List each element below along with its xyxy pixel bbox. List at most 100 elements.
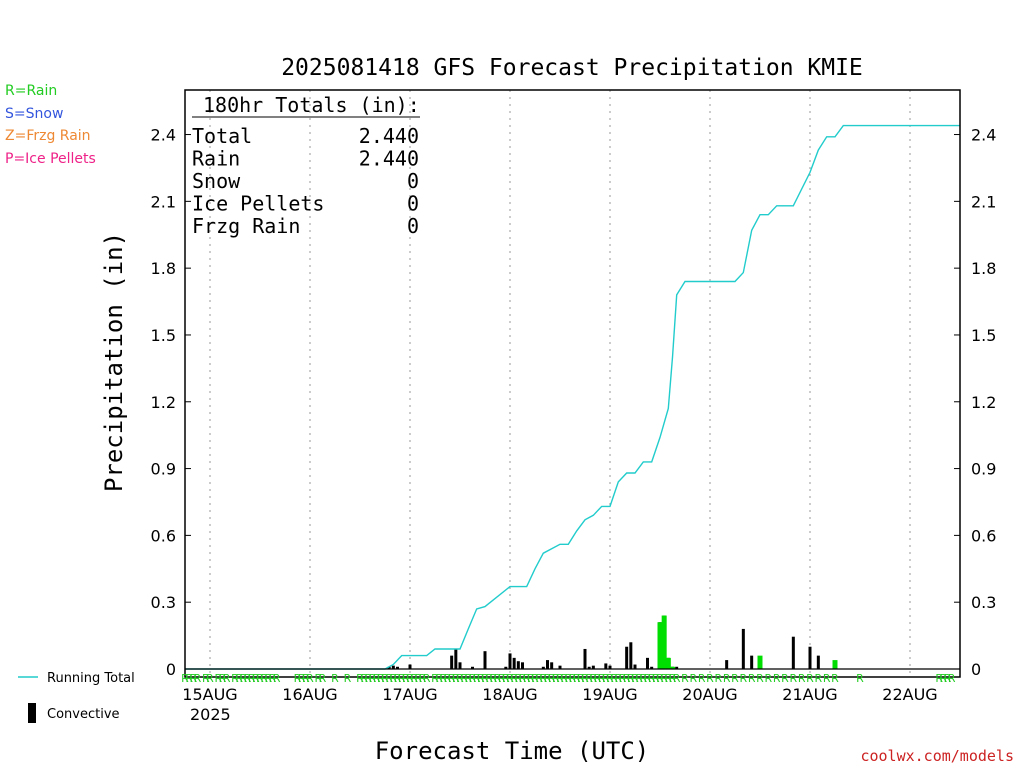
type-marker: R	[402, 672, 410, 685]
type-marker: R	[544, 672, 552, 685]
type-marker: R	[623, 672, 631, 685]
totals-label: Frzg Rain	[192, 214, 300, 238]
convective-bar	[816, 655, 820, 669]
type-marker: R	[535, 672, 543, 685]
x-tick-label-4: 19AUG	[582, 685, 637, 704]
convective-bar	[604, 663, 608, 669]
type-marker: R	[560, 672, 568, 685]
type-marker: R	[656, 672, 664, 685]
type-marker: R	[298, 672, 306, 685]
convective-bar	[512, 657, 516, 669]
type-marker: R	[265, 672, 273, 685]
type-marker: R	[523, 672, 531, 685]
type-marker: R	[773, 672, 781, 685]
type-marker: R	[690, 672, 698, 685]
convective-bar	[675, 666, 679, 669]
type-marker: R	[581, 672, 589, 685]
totals-label: Rain	[192, 147, 240, 171]
x-tick-label-3: 18AUG	[482, 685, 537, 704]
type-marker: R	[648, 672, 656, 685]
type-marker: R	[652, 672, 660, 685]
type-marker: R	[373, 672, 381, 685]
type-marker: R	[473, 672, 481, 685]
type-marker: R	[615, 672, 623, 685]
y-tick-label-left-1: 0.3	[151, 593, 176, 612]
convective-bar	[508, 653, 512, 669]
type-marker: R	[798, 672, 806, 685]
type-marker: R	[598, 672, 606, 685]
totals-value: 0	[407, 169, 419, 193]
type-marker: R	[948, 672, 956, 685]
rain-bar	[665, 657, 671, 669]
x-tick-label-5: 20AUG	[682, 685, 737, 704]
type-marker: R	[631, 672, 639, 685]
convective-bar	[504, 666, 508, 669]
type-marker: R	[448, 672, 456, 685]
type-marker: R	[823, 672, 831, 685]
type-marker: R	[594, 672, 602, 685]
type-marker: R	[369, 672, 377, 685]
type-marker: R	[365, 672, 373, 685]
convective-bar	[633, 664, 637, 669]
y-tick-label-left-4: 1.2	[151, 393, 176, 412]
type-marker: R	[569, 672, 577, 685]
convective-bar	[408, 664, 412, 669]
y-tick-label-left-8: 2.4	[151, 126, 176, 145]
type-marker: R	[552, 672, 560, 685]
type-marker: R	[748, 672, 756, 685]
credit-text: coolwx.com/models	[860, 747, 1014, 765]
type-marker: R	[635, 672, 643, 685]
type-marker: R	[765, 672, 773, 685]
type-marker: R	[294, 672, 302, 685]
totals-rows: Total 2.440 Rain 2.440 Snow 0 Ice Pellets 0 Frzg…	[192, 124, 419, 238]
y-tick-label-right-7: 2.1	[971, 192, 996, 211]
type-marker: R	[815, 672, 823, 685]
precip-type-key: Z=Frzg Rain	[5, 128, 91, 144]
y-tick-labels-right: 0 0.3 0.6 0.9 1.2 1.5 1.8 2.1 2.4	[971, 126, 996, 679]
type-marker: R	[440, 672, 448, 685]
type-marker: R	[673, 672, 681, 685]
type-marker: R	[781, 672, 789, 685]
x-tick-label-6: 21AUG	[782, 685, 837, 704]
type-marker: R	[590, 672, 598, 685]
convective-bar	[541, 666, 545, 669]
rain-bars	[657, 615, 838, 669]
y-tick-labels-left: 0 0.3 0.6 0.9 1.2 1.5 1.8 2.1 2.4	[151, 126, 176, 679]
type-marker: R	[556, 672, 564, 685]
convective-bar	[587, 666, 591, 669]
x-tick-labels: 15AUG 16AUG 17AUG 18AUG 19AUG 20AUG 21AUG 22AUG	[182, 685, 937, 704]
type-marker: R	[456, 672, 464, 685]
type-marker: R	[548, 672, 556, 685]
totals-value: 2.440	[359, 147, 419, 171]
convective-bar	[391, 665, 395, 669]
totals-label: Snow	[192, 169, 241, 193]
totals-header: 180hr Totals (in):	[203, 93, 420, 117]
type-marker: R	[498, 672, 506, 685]
totals-label: Ice Pellets	[192, 192, 324, 216]
type-marker: R	[740, 672, 748, 685]
type-marker: R	[681, 672, 689, 685]
convective-bar	[471, 666, 474, 669]
type-marker: R	[415, 672, 423, 685]
y-tick-label-right-1: 0.3	[971, 593, 996, 612]
convective-bar	[791, 636, 795, 669]
type-marker: R	[665, 672, 673, 685]
type-marker: R	[494, 672, 502, 685]
precip-type-key: P=Ice Pellets	[5, 150, 96, 167]
y-tick-label-right-3: 0.9	[971, 460, 996, 479]
type-marker: R	[356, 672, 364, 685]
convective-bar	[750, 655, 754, 669]
totals-box: 180hr Totals (in): Total 2.440 Rain 2.440 Sn…	[192, 93, 420, 238]
type-marker: R	[619, 672, 627, 685]
y-tick-label-right-4: 1.2	[971, 393, 996, 412]
x-tick-label-0: 15AUG	[182, 685, 237, 704]
type-marker: R	[406, 672, 414, 685]
convective-bar	[608, 665, 612, 669]
rain-bar	[670, 666, 675, 669]
type-marker: R	[790, 672, 798, 685]
type-marker: R	[531, 672, 539, 685]
convective-bar	[629, 642, 633, 669]
y-tick-label-left-5: 1.5	[151, 326, 176, 345]
type-marker: R	[577, 672, 585, 685]
